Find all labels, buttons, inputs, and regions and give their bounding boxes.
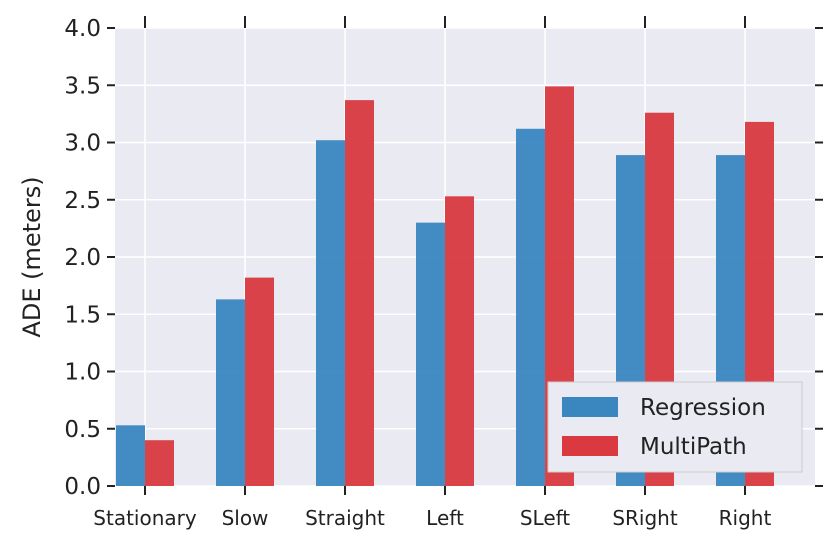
y-tick-label: 3.0 xyxy=(64,131,101,157)
x-tick-label-straight: Straight xyxy=(305,506,385,530)
bar-regression-stationary xyxy=(116,425,145,486)
bar-regression-slow xyxy=(216,299,245,486)
bar-regression-sleft xyxy=(516,128,545,486)
bar-regression-left xyxy=(416,222,445,486)
ticks xyxy=(107,16,823,495)
y-tick-label: 4.0 xyxy=(64,16,101,42)
bar-multipath-slow xyxy=(245,277,274,486)
x-tick-label-right: Right xyxy=(719,506,772,530)
legend-swatch-multipath xyxy=(562,436,618,456)
y-tick-label: 0.0 xyxy=(64,474,101,500)
legend-label-multipath: MultiPath xyxy=(640,434,747,460)
y-tick-label: 3.5 xyxy=(64,73,101,99)
legend: Regression MultiPath xyxy=(547,381,803,473)
x-tick-label-slow: Slow xyxy=(222,506,269,530)
bar-regression-straight xyxy=(316,140,345,486)
y-tick-label: 2.0 xyxy=(64,245,101,271)
x-tick-label-sleft: SLeft xyxy=(520,506,570,530)
y-tick-label: 1.0 xyxy=(64,360,101,386)
y-tick-label: 2.5 xyxy=(64,188,101,214)
x-tick-label-sright: SRight xyxy=(612,506,678,530)
y-axis-label: ADE (meters) xyxy=(18,176,46,337)
bar-multipath-stationary xyxy=(145,440,174,486)
bar-multipath-straight xyxy=(345,100,374,486)
y-tick-label: 1.5 xyxy=(64,302,101,328)
y-tick-label: 0.5 xyxy=(64,417,101,443)
y-tick-labels: 0.0 0.5 1.0 1.5 2.0 2.5 3.0 3.5 4.0 xyxy=(64,16,101,500)
legend-label-regression: Regression xyxy=(640,395,766,421)
x-tick-label-stationary: Stationary xyxy=(93,506,197,530)
x-tick-label-left: Left xyxy=(426,506,464,530)
bar-multipath-left xyxy=(445,196,474,486)
x-tick-labels: Stationary Slow Straight Left SLeft SRight Rig… xyxy=(93,506,771,530)
legend-swatch-regression xyxy=(562,397,618,417)
